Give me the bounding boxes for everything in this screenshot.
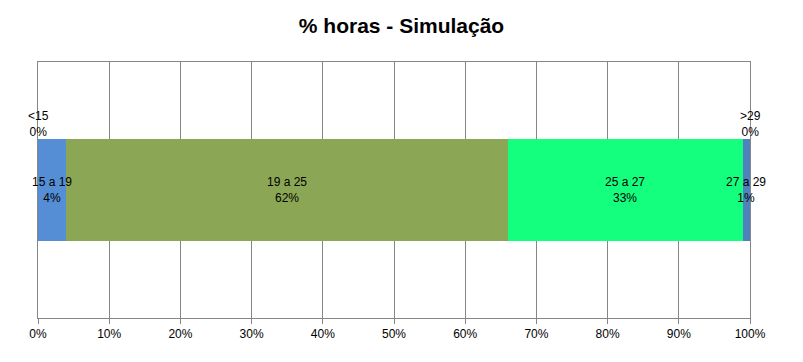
svg-text:70%: 70% — [524, 327, 548, 341]
svg-text:% horas - Simulação: % horas - Simulação — [299, 14, 504, 37]
svg-text:<150%: <150% — [28, 109, 49, 139]
svg-text:30%: 30% — [240, 327, 264, 341]
svg-text:100%: 100% — [735, 327, 766, 341]
svg-text:0%: 0% — [29, 327, 47, 341]
svg-text:25 a 2733%: 25 a 2733% — [605, 175, 645, 205]
svg-text:50%: 50% — [382, 327, 406, 341]
svg-text:10%: 10% — [97, 327, 121, 341]
svg-text:27 a 291%: 27 a 291% — [726, 175, 766, 205]
svg-text:>290%: >290% — [740, 109, 761, 139]
svg-text:40%: 40% — [311, 327, 335, 341]
svg-text:20%: 20% — [168, 327, 192, 341]
svg-text:60%: 60% — [453, 327, 477, 341]
svg-text:15 a 194%: 15 a 194% — [32, 175, 72, 205]
svg-text:90%: 90% — [667, 327, 691, 341]
svg-text:80%: 80% — [596, 327, 620, 341]
svg-text:19 a 2562%: 19 a 2562% — [267, 175, 307, 205]
